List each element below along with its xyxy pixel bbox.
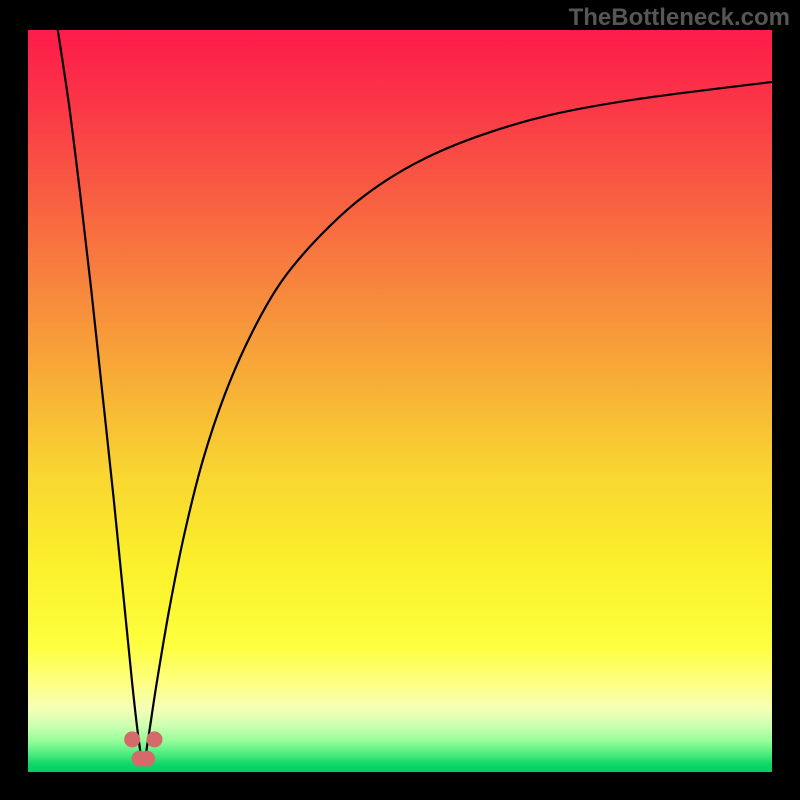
optimal-marker	[140, 751, 155, 766]
source-watermark: TheBottleneck.com	[569, 4, 790, 32]
optimal-marker	[125, 732, 140, 747]
plot-background	[28, 30, 772, 772]
chart-stage: TheBottleneck.com	[0, 0, 800, 800]
optimal-marker	[147, 732, 162, 747]
plot-svg	[28, 30, 772, 772]
